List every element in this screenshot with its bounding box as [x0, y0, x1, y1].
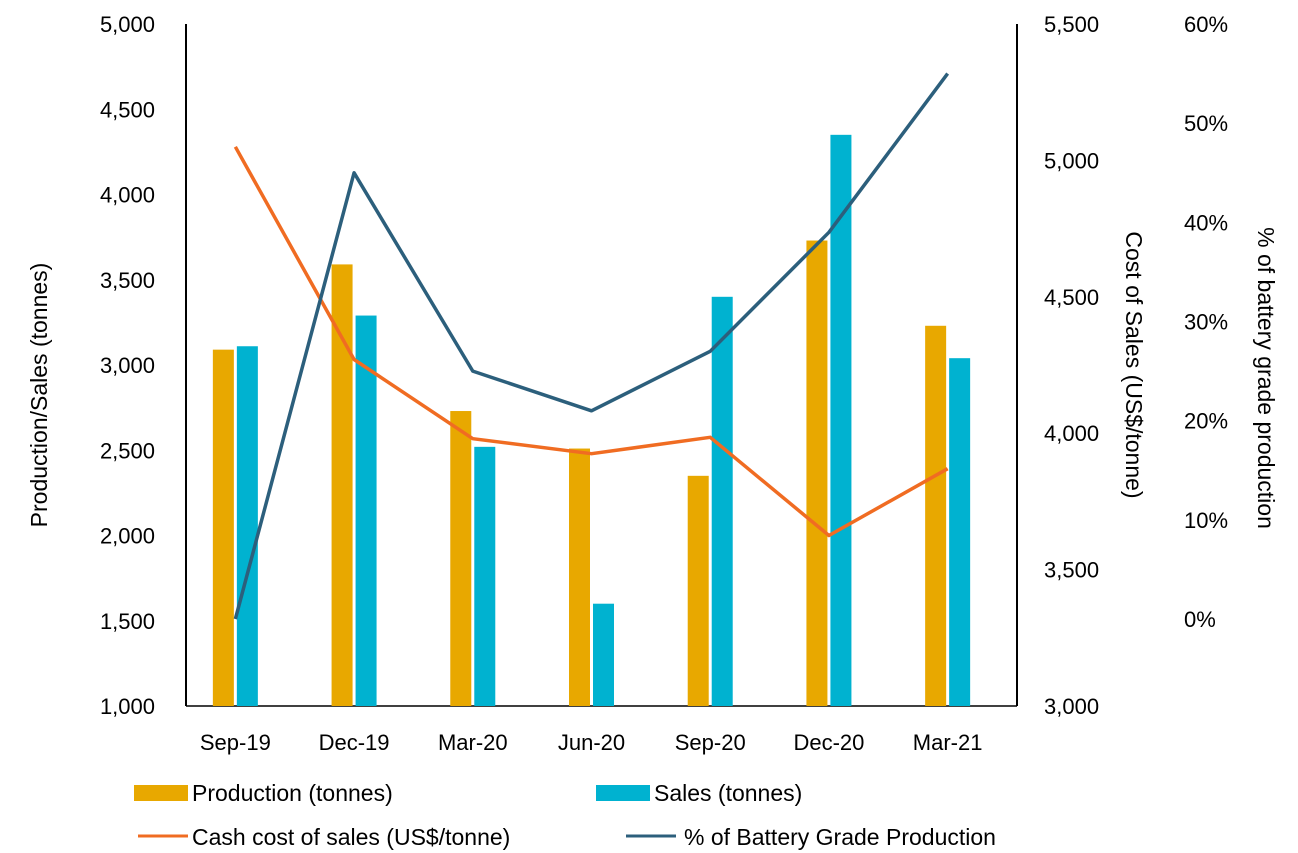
secondary-right-tick-label: 50% — [1184, 111, 1228, 136]
production-bar — [450, 411, 472, 706]
secondary-right-tick-label: 30% — [1184, 310, 1228, 335]
secondary-right-tick-label: 20% — [1184, 409, 1228, 434]
left-tick-label: 4,500 — [100, 97, 155, 122]
left-tick-label: 2,500 — [100, 438, 155, 463]
right-tick-label: 5,500 — [1044, 12, 1099, 37]
sales-bar — [949, 358, 971, 706]
bars — [212, 134, 971, 706]
cash-cost-line — [233, 145, 949, 538]
sales-bar — [830, 134, 852, 706]
left-tick-label: 3,000 — [100, 353, 155, 378]
legend-label: % of Battery Grade Production — [684, 824, 996, 850]
x-tick-label: Mar-20 — [438, 730, 508, 755]
x-tick-label: Jun-20 — [558, 730, 625, 755]
secondary-right-tick-label: 40% — [1184, 210, 1228, 235]
left-axis: 1,000 1,500 2,000 2,500 3,000 3,500 4,000 4,500… — [26, 12, 187, 719]
right-axis-title: Cost of Sales (US$/tonne) — [1121, 231, 1147, 498]
legend-swatch — [134, 785, 188, 801]
x-tick-label: Sep-20 — [675, 730, 746, 755]
production-bar — [569, 448, 590, 706]
x-tick-labels: Sep-19 Dec-19 Mar-20 Jun-20 Sep-20 Dec-20 Mar-… — [200, 730, 983, 755]
secondary-right-axis: 0% 10% 20% 30% 40% 50% 60% % of battery grade … — [1184, 12, 1279, 632]
legend-label: Cash cost of sales (US$/tonne) — [192, 824, 510, 850]
secondary-right-tick-label: 0% — [1184, 607, 1216, 632]
legend-label: Production (tonnes) — [192, 780, 393, 806]
x-tick-label: Dec-20 — [793, 730, 864, 755]
right-tick-label: 4,000 — [1044, 421, 1099, 446]
left-tick-label: 1,500 — [100, 609, 155, 634]
secondary-right-tick-label: 60% — [1184, 12, 1228, 37]
production-bar — [687, 475, 709, 706]
secondary-right-axis-title: % of battery grade production — [1253, 227, 1279, 529]
production-bar — [212, 349, 234, 706]
sales-bar — [355, 315, 377, 706]
lines — [233, 72, 950, 620]
left-tick-label: 4,000 — [100, 183, 155, 208]
left-tick-label: 1,000 — [100, 694, 155, 719]
right-tick-label: 4,500 — [1044, 285, 1099, 310]
production-bar — [925, 325, 947, 706]
left-axis-title: Production/Sales (tonnes) — [26, 263, 52, 528]
right-tick-label: 3,500 — [1044, 558, 1099, 583]
left-tick-label: 2,000 — [100, 524, 155, 549]
left-tick-label: 3,500 — [100, 268, 155, 293]
x-tick-label: Mar-21 — [913, 730, 983, 755]
sales-bar — [236, 346, 258, 706]
legend-swatch — [596, 785, 650, 801]
x-tick-label: Sep-19 — [200, 730, 271, 755]
production-bar — [806, 240, 828, 706]
legend: Production (tonnes) Sales (tonnes) Cash co… — [134, 780, 996, 850]
sales-bar — [474, 446, 496, 706]
right-tick-label: 5,000 — [1044, 148, 1099, 173]
battery-grade-line — [233, 72, 950, 620]
secondary-right-tick-label: 10% — [1184, 508, 1228, 533]
right-tick-label: 3,000 — [1044, 694, 1099, 719]
production-bar — [331, 264, 353, 706]
sales-bar — [593, 603, 614, 706]
sales-bar — [711, 296, 733, 706]
right-axis: 3,000 3,500 4,000 4,500 5,000 5,500 Cost of S… — [1016, 12, 1147, 719]
legend-label: Sales (tonnes) — [654, 780, 802, 806]
x-tick-label: Dec-19 — [319, 730, 390, 755]
left-tick-label: 5,000 — [100, 12, 155, 37]
